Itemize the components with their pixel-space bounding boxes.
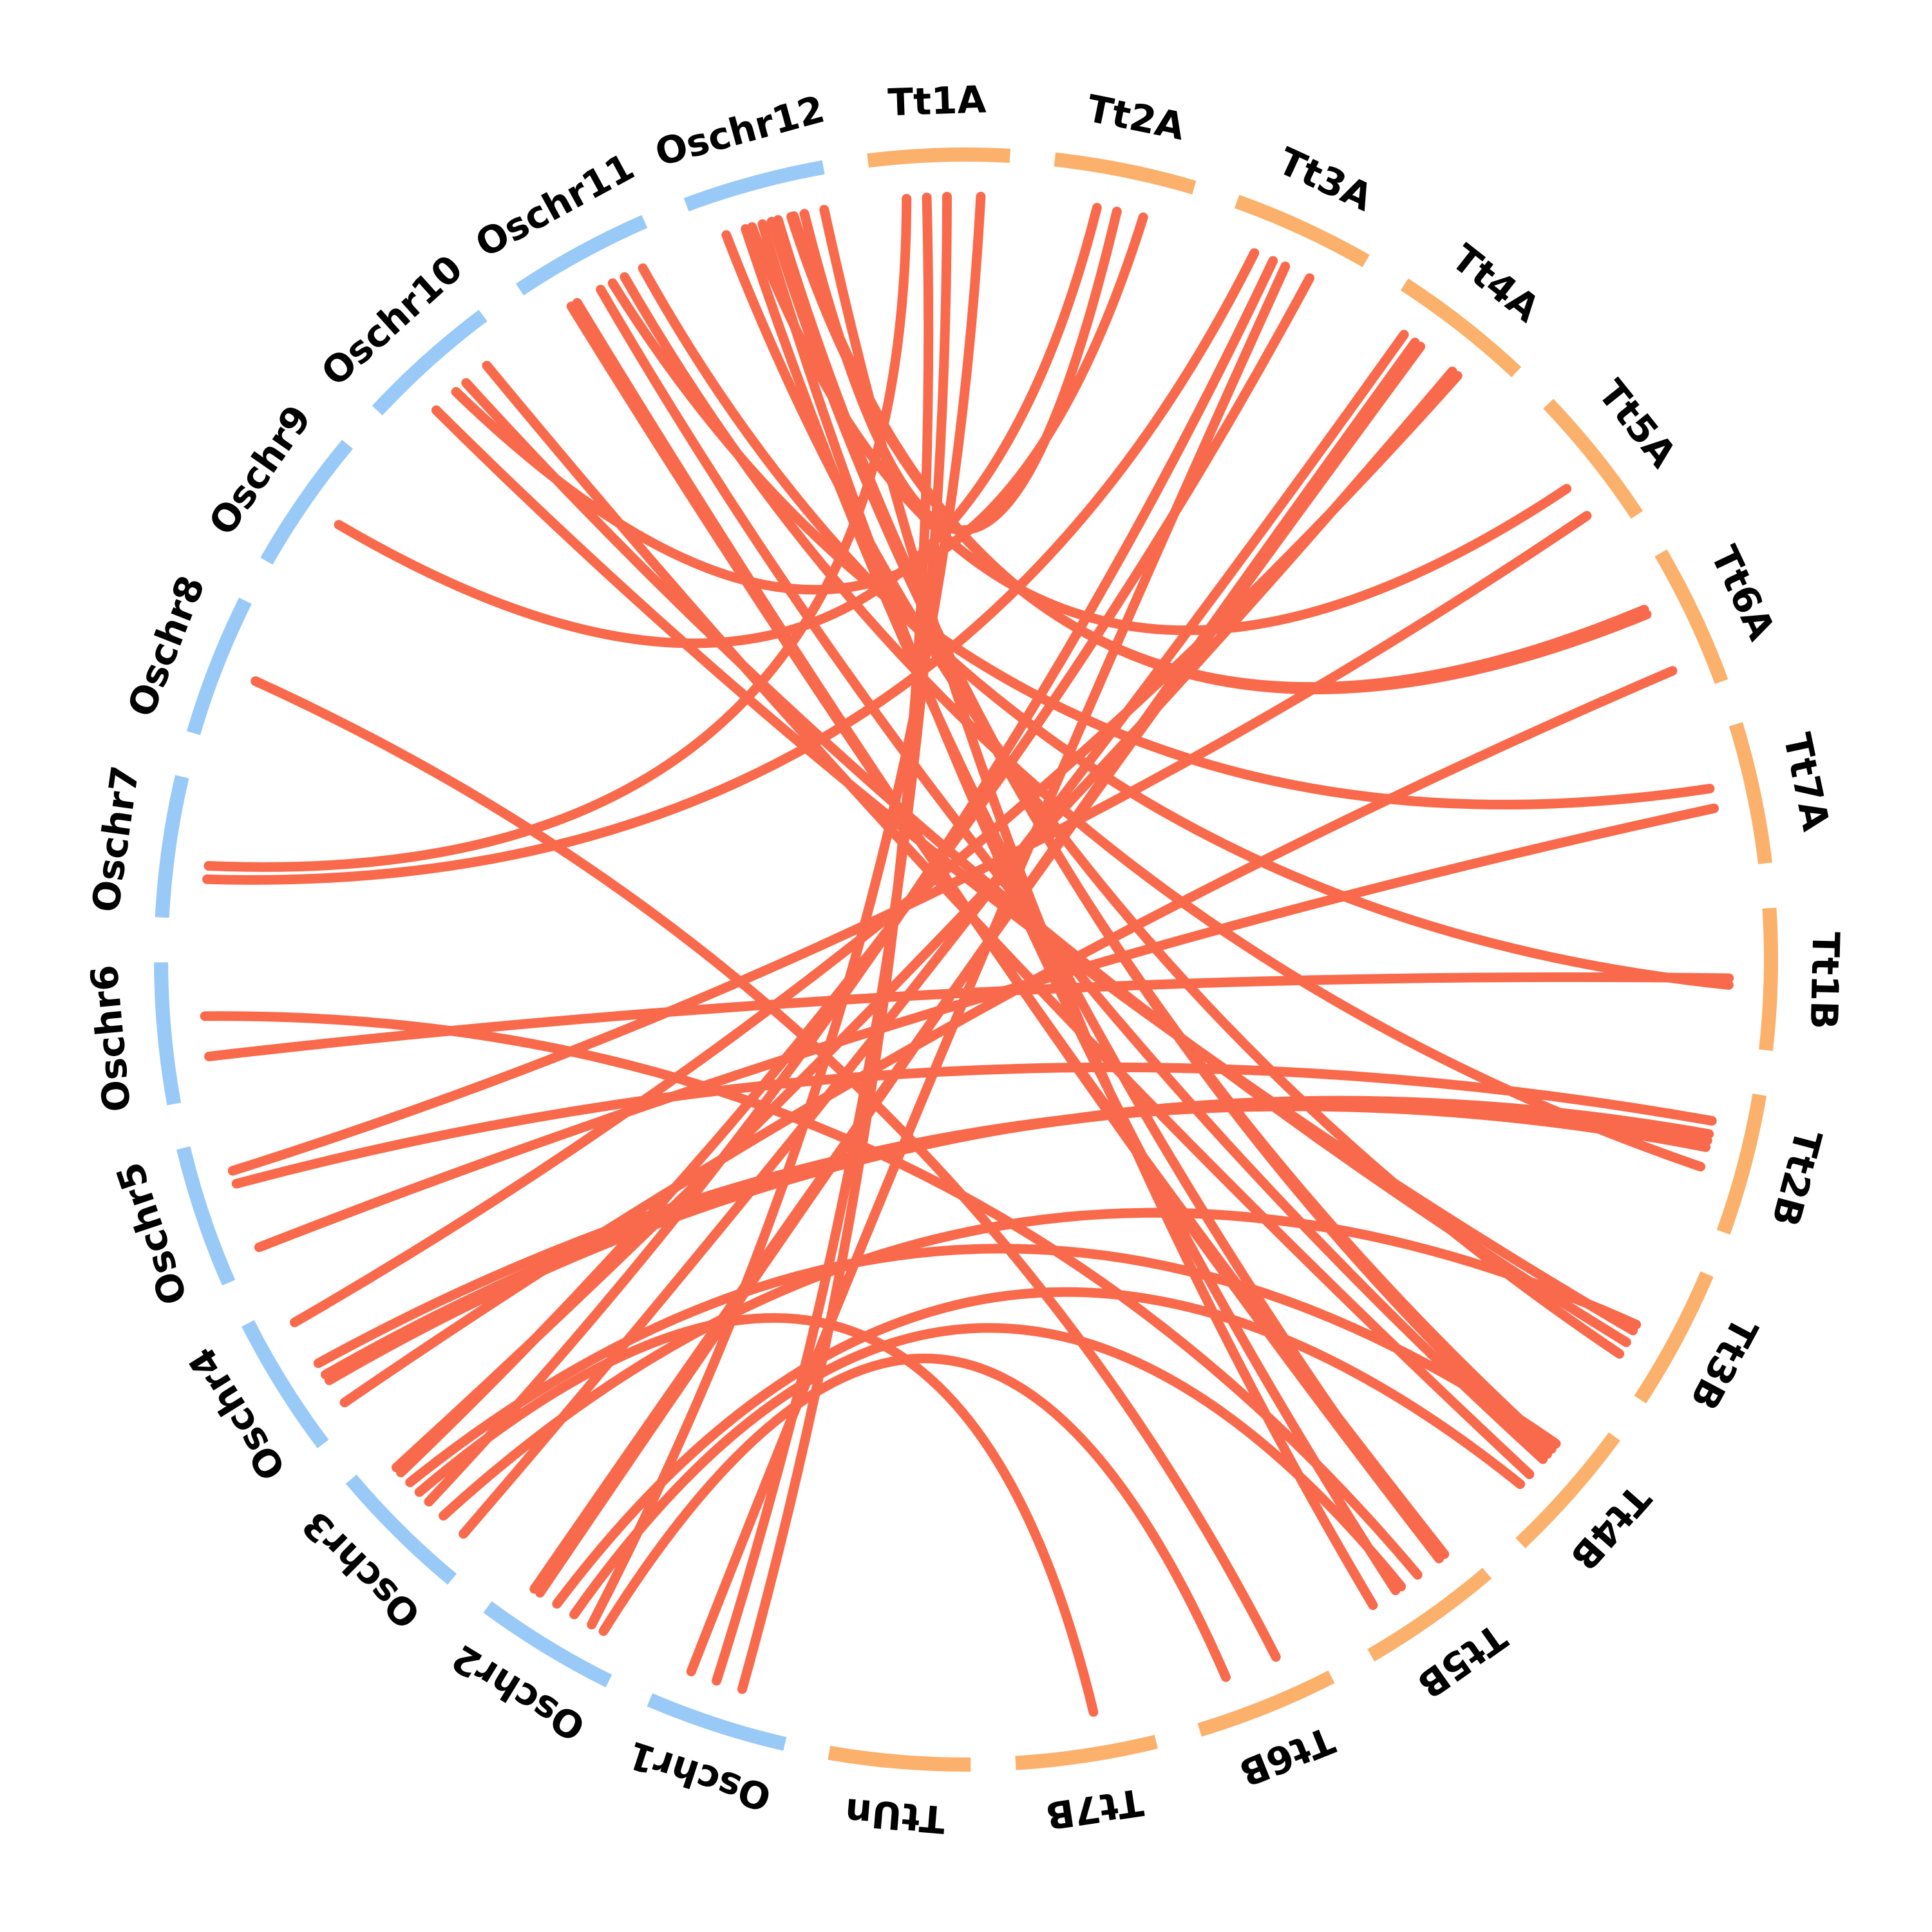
chromosome-label-tt2b: Tt2B	[1763, 1125, 1830, 1231]
chromosome-band-tt5b	[1367, 1567, 1492, 1662]
synteny-link	[587, 191, 986, 1630]
chromosome-label-oschr12: Oschr12	[650, 87, 829, 175]
chromosome-label-tt2a: Tt2A	[1083, 86, 1188, 149]
chromosome-label-oschr10: Oschr10	[313, 247, 471, 395]
synteny-link	[638, 263, 1734, 990]
synteny-link	[747, 222, 1572, 636]
chromosome-label-oschr7: Oschr7	[84, 763, 147, 915]
chromosome-label-ttun: TtUn	[844, 1790, 947, 1842]
chromosome-band-oschr8	[186, 598, 252, 735]
synteny-link	[569, 1323, 1406, 1620]
chromosome-label-oschr5: Oschr5	[108, 1157, 196, 1310]
chromosome-label-oschr3: Oschr3	[294, 1502, 429, 1637]
synteny-link	[313, 1101, 1711, 1368]
synteny-link	[607, 278, 1715, 810]
synteny-link	[202, 248, 1260, 885]
chromosome-band-tt6a	[1654, 549, 1728, 685]
chromosome-band-oschr5	[176, 1146, 236, 1286]
synteny-link	[200, 1011, 1423, 1580]
synteny-link	[529, 341, 1426, 1594]
synteny-link	[392, 366, 1457, 1473]
chromosome-band-tt3a	[1234, 194, 1370, 267]
chromosome-label-tt6a: Tt6A	[1702, 539, 1784, 647]
chromosome-band-oschr6	[154, 962, 182, 1106]
chromosome-band-tt3b	[1634, 1271, 1714, 1404]
chromosome-label-tt6b: Tt6B	[1233, 1718, 1340, 1795]
chromosome-band-oschr2	[483, 1601, 612, 1688]
chromosome-band-tt6b	[1197, 1670, 1335, 1737]
chromosome-band-ttun	[828, 1745, 971, 1772]
chromosome-band-oschr3	[345, 1474, 457, 1585]
chromosome-band-tt4a	[1400, 278, 1522, 377]
synteny-link	[251, 676, 1281, 1662]
chromosome-label-oschr1: Oschr1	[623, 1732, 776, 1820]
synteny-link	[686, 261, 1291, 1676]
synteny-link	[204, 194, 912, 872]
chromosome-band-tt2a	[1054, 152, 1197, 194]
synteny-link	[712, 191, 952, 1686]
chromosome-label-tt3b: Tt3B	[1681, 1311, 1766, 1417]
chromosome-label-tt3a: Tt3A	[1272, 139, 1379, 220]
chromosome-band-tt5a	[1543, 399, 1643, 519]
synteny-link	[414, 1312, 1099, 1717]
synteny-link	[334, 203, 1102, 649]
chromosome-label-tt1a: Tt1A	[887, 77, 987, 124]
chromosome-label-oschr6: Oschr6	[82, 963, 139, 1114]
chromosome-label-oschr11: Oschr11	[468, 145, 641, 266]
chromosome-band-oschr7	[155, 775, 189, 918]
chromosome-label-tt7a: Tt7A	[1775, 730, 1838, 835]
chromosome-band-tt7a	[1728, 722, 1772, 864]
chromosome-band-tt1a	[867, 147, 1010, 168]
chromosome-label-tt1b: Tt1B	[1802, 931, 1848, 1030]
synteny-link	[231, 1062, 1717, 1189]
synteny-link	[227, 511, 1592, 1176]
chromosome-band-tt7b	[1015, 1734, 1158, 1770]
chromosome-band-oschr11	[515, 214, 648, 296]
chromosome-band-tt4b	[1515, 1432, 1620, 1549]
chromosome-label-tt7b: Tt7B	[1043, 1780, 1146, 1838]
chromosome-band-tt1b	[1759, 907, 1778, 1052]
synteny-link	[721, 230, 1625, 1359]
synteny-links	[200, 191, 1734, 1717]
chromosome-band-tt2b	[1716, 1094, 1767, 1235]
chromosome-band-oschr9	[260, 439, 354, 565]
chromosome-band-oschr4	[242, 1320, 329, 1448]
chromosome-band-oschr10	[372, 310, 488, 416]
synteny-link	[598, 1353, 1231, 1682]
synteny-link	[552, 1287, 1526, 1609]
chromosome-band-oschr12	[683, 160, 825, 212]
chromosome-label-oschr9: Oschr9	[200, 397, 320, 544]
synteny-link	[254, 803, 1719, 1253]
chromosome-bands	[154, 147, 1778, 1772]
synteny-link	[799, 206, 1122, 535]
synteny-link	[405, 1244, 1561, 1488]
chromosome-label-oschr4: Oschr4	[180, 1340, 295, 1488]
chromosome-band-oschr1	[647, 1693, 787, 1751]
